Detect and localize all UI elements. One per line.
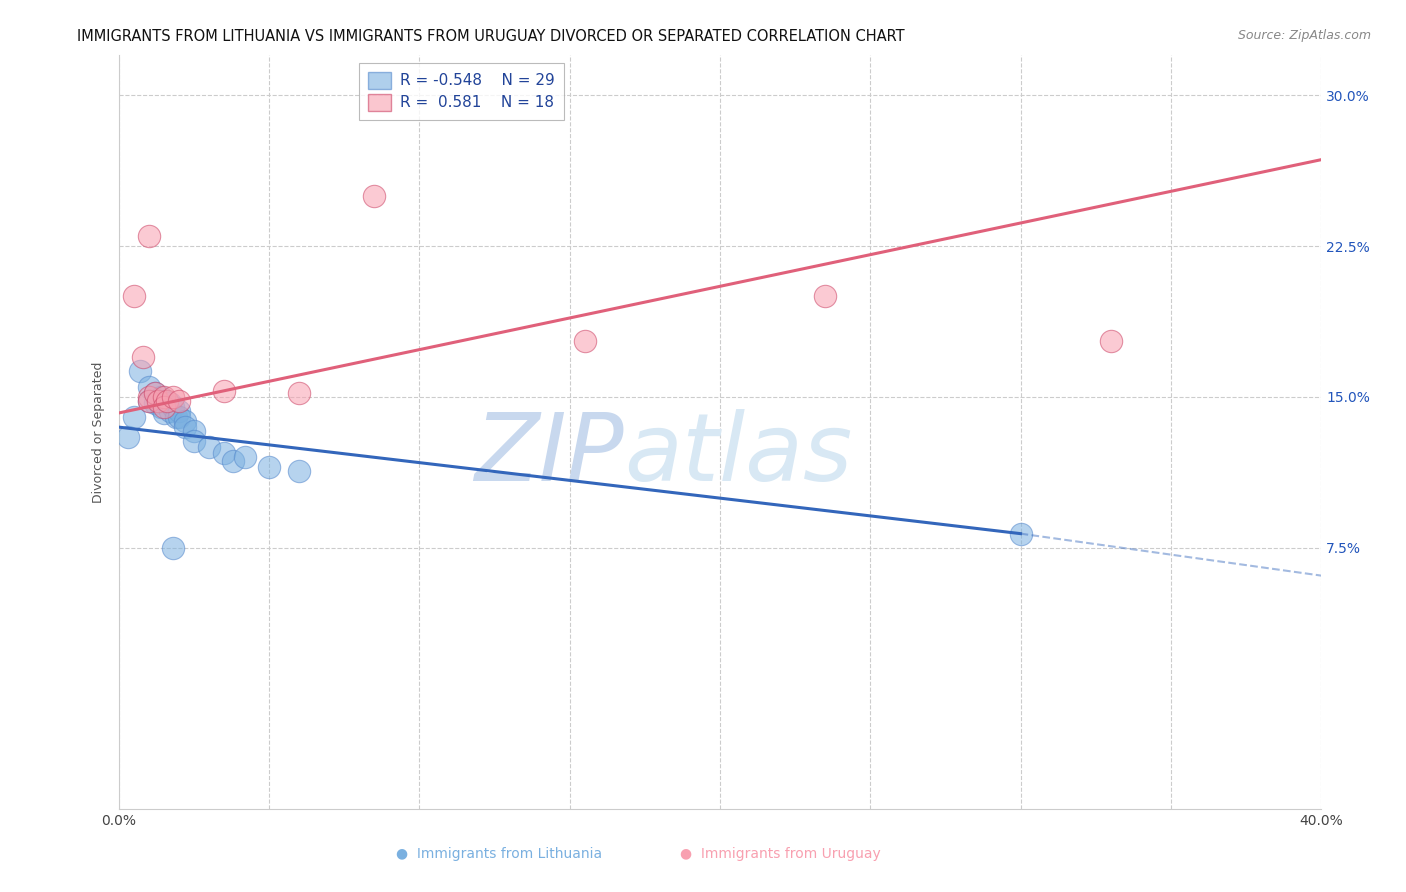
Point	[162, 390, 184, 404]
Point	[122, 289, 145, 303]
Text: atlas: atlas	[624, 409, 852, 500]
Point	[162, 541, 184, 555]
Point	[138, 390, 160, 404]
Text: IMMIGRANTS FROM LITHUANIA VS IMMIGRANTS FROM URUGUAY DIVORCED OR SEPARATED CORRE: IMMIGRANTS FROM LITHUANIA VS IMMIGRANTS …	[77, 29, 905, 44]
Point	[173, 414, 195, 428]
Point	[183, 434, 205, 449]
Point	[152, 390, 174, 404]
Point	[152, 393, 174, 408]
Text: ●  Immigrants from Uruguay: ● Immigrants from Uruguay	[681, 847, 880, 861]
Point	[222, 454, 245, 468]
Point	[143, 396, 166, 410]
Point	[146, 393, 169, 408]
Point	[212, 446, 235, 460]
Text: ●  Immigrants from Lithuania: ● Immigrants from Lithuania	[396, 847, 602, 861]
Point	[1010, 526, 1032, 541]
Point	[117, 430, 139, 444]
Point	[167, 393, 190, 408]
Text: ZIP: ZIP	[474, 409, 624, 500]
Point	[128, 364, 150, 378]
Point	[233, 450, 256, 465]
Point	[152, 406, 174, 420]
Text: Source: ZipAtlas.com: Source: ZipAtlas.com	[1237, 29, 1371, 42]
Point	[197, 440, 219, 454]
Point	[212, 384, 235, 398]
Point	[159, 404, 181, 418]
Point	[167, 410, 190, 425]
Point	[1099, 334, 1122, 348]
Point	[149, 400, 172, 414]
Point	[156, 393, 179, 408]
Point	[814, 289, 837, 303]
Point	[167, 404, 190, 418]
Point	[288, 385, 311, 400]
Point	[162, 400, 184, 414]
Point	[173, 420, 195, 434]
Legend: R = -0.548    N = 29, R =  0.581    N = 18: R = -0.548 N = 29, R = 0.581 N = 18	[359, 62, 564, 120]
Point	[122, 410, 145, 425]
Point	[143, 385, 166, 400]
Y-axis label: Divorced or Separated: Divorced or Separated	[93, 361, 105, 503]
Point	[257, 460, 280, 475]
Point	[363, 189, 385, 203]
Point	[165, 410, 187, 425]
Point	[159, 396, 181, 410]
Point	[183, 424, 205, 438]
Point	[138, 229, 160, 244]
Point	[131, 350, 153, 364]
Point	[138, 393, 160, 408]
Point	[152, 400, 174, 414]
Point	[143, 385, 166, 400]
Point	[288, 464, 311, 478]
Point	[149, 390, 172, 404]
Point	[138, 393, 160, 408]
Point	[574, 334, 596, 348]
Point	[138, 380, 160, 394]
